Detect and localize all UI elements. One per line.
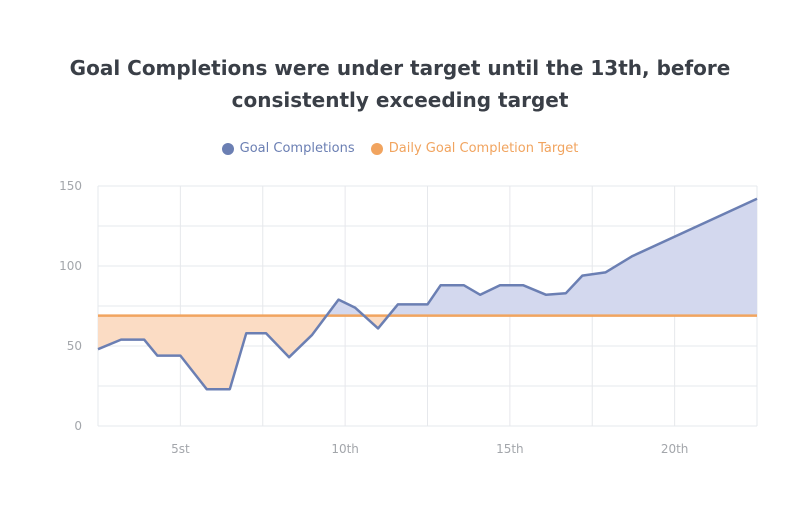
x-axis-tick-labels: 5st 10th 15th 20th <box>171 442 688 456</box>
legend-item-goal-completions[interactable]: Goal Completions <box>221 141 355 156</box>
chart-legend: Goal Completions Daily Goal Completion T… <box>0 141 800 159</box>
goal-completions-line <box>97 197 758 391</box>
chart-lines <box>97 197 758 391</box>
x-tick-label: 5st <box>171 442 190 456</box>
chart-title-line-1: Goal Completions were under target until… <box>69 56 731 80</box>
legend-item-target[interactable]: Daily Goal Completion Target <box>370 141 579 156</box>
above-target-area <box>388 198 757 316</box>
y-tick-label: 50 <box>67 339 82 353</box>
chart-title-line-2: consistently exceeding target <box>231 88 569 112</box>
y-axis-tick-labels: 0 50 100 150 <box>59 179 82 433</box>
below-target-area <box>363 315 389 329</box>
legend-label-goal-completions: Goal Completions <box>239 141 355 156</box>
x-tick-label: 15th <box>496 442 524 456</box>
legend-dot-target <box>370 142 383 155</box>
x-tick-label: 10th <box>331 442 359 456</box>
chart-title: Goal Completions were under target until… <box>0 52 800 116</box>
legend-dot-goal-completions <box>221 142 234 155</box>
x-tick-label: 20th <box>661 442 689 456</box>
y-tick-label: 150 <box>59 179 82 193</box>
y-tick-label: 0 <box>74 419 82 433</box>
below-target-area <box>98 315 327 390</box>
y-tick-label: 100 <box>59 259 82 273</box>
legend-label-target: Daily Goal Completion Target <box>388 141 579 156</box>
